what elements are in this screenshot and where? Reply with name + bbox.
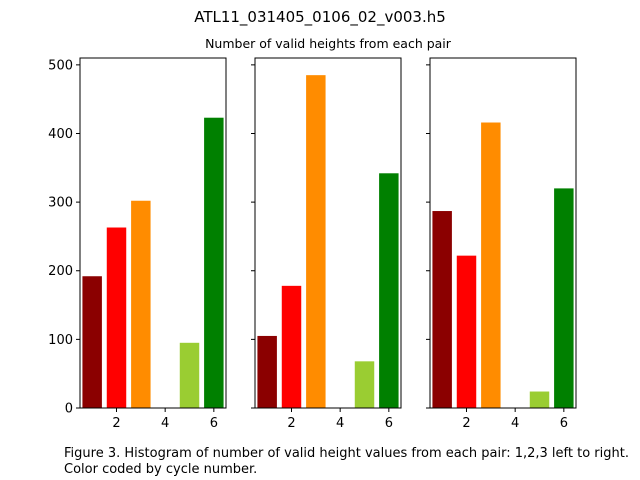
figure-caption: Figure 3. Histogram of number of valid h…	[64, 446, 629, 477]
bar-pair2-cycle2	[281, 285, 302, 408]
subplot-3: 2 4 6	[426, 57, 577, 431]
bar-pair3-cycle3	[481, 122, 501, 408]
bar-pair1-cycle2	[106, 227, 127, 408]
y-tick-label: 300	[48, 196, 73, 211]
y-tick-label: 0	[65, 402, 73, 417]
subplot-1: 2 4 6 0 100 200 300 400 500	[48, 57, 227, 431]
bar-pair3-cycle6	[554, 188, 574, 408]
y-tick-label: 200	[48, 264, 73, 279]
bar-pair3-cycle2	[456, 255, 477, 408]
bar-pair2-cycle1	[257, 335, 277, 408]
x-tick-label: 2	[287, 416, 295, 431]
x-tick-label: 6	[560, 416, 568, 431]
x-tick-label: 2	[462, 416, 470, 431]
subplot-title: Number of valid heights from each pair	[205, 36, 452, 51]
figure-suptitle: ATL11_031405_0106_02_v003.h5	[194, 8, 446, 27]
y-tick-label: 400	[48, 127, 73, 142]
axes-frame-3	[429, 57, 577, 409]
bar-pair3-cycle1	[432, 211, 452, 408]
bar-pair2-cycle5	[354, 361, 375, 408]
subplot-2: 2 4 6 Number of valid heights from each pai…	[205, 36, 452, 431]
x-tick-label: 4	[511, 416, 519, 431]
axes-frame-2	[254, 57, 402, 409]
bar-pair1-cycle1	[82, 276, 102, 408]
bar-pair3-cycle5	[529, 391, 550, 408]
bar-pair2-cycle6	[379, 173, 399, 408]
x-tick-label: 2	[112, 416, 120, 431]
bar-pair1-cycle3	[131, 200, 151, 408]
y-tick-label: 100	[48, 333, 73, 348]
subplots-group: 2 4 6 0 100 200 300 400 500 2 4 6 Number of valid he…	[48, 36, 577, 431]
bar-pair1-cycle5	[179, 342, 200, 408]
bar-pair1-cycle6	[204, 117, 224, 409]
bar-pair2-cycle3	[306, 75, 326, 408]
x-tick-label: 4	[336, 416, 344, 431]
x-tick-label: 6	[210, 416, 218, 431]
y-tick-label: 500	[48, 58, 73, 73]
x-tick-label: 6	[385, 416, 393, 431]
axes-frame-1	[79, 57, 227, 409]
x-tick-label: 4	[161, 416, 169, 431]
